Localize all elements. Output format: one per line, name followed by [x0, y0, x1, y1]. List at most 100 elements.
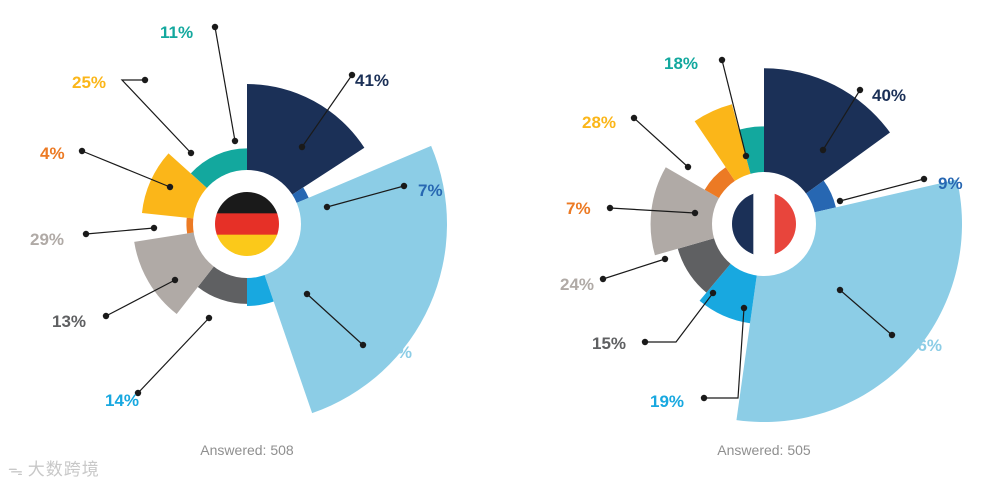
- callout-dot-outer: [400, 182, 408, 190]
- callout-dot-outer: [599, 275, 607, 283]
- callout-dot-inner: [303, 290, 311, 298]
- callout-line: [633, 117, 689, 168]
- callout-dot-outer: [888, 331, 896, 339]
- callout-dot-inner: [691, 209, 699, 217]
- segment-8: [190, 148, 247, 190]
- callout-dot-inner: [836, 286, 844, 294]
- polar-chart-france: 40% 9% 56% 19% 15% 24% 7% 28% 18% Answered: 505: [560, 54, 963, 458]
- segment-1: [804, 180, 836, 213]
- callout-dot-outer: [856, 86, 864, 94]
- callout-3: 19%: [650, 304, 748, 411]
- callout-line: [137, 317, 210, 394]
- callout-line: [602, 258, 666, 280]
- france-flag-icon: [732, 192, 796, 256]
- data-label: 18%: [664, 54, 698, 73]
- callout-line: [81, 150, 171, 188]
- callout-2: 56%: [836, 286, 942, 355]
- callout-4: 13%: [52, 276, 179, 331]
- callout-line: [822, 89, 861, 151]
- callout-dot-outer: [630, 114, 638, 122]
- callout-0: 40%: [819, 86, 906, 154]
- callout-dot-inner: [684, 163, 692, 171]
- callout-5: 29%: [30, 224, 158, 249]
- segment-7: [141, 153, 209, 219]
- callout-dot-inner: [231, 137, 239, 145]
- data-label: 56%: [908, 336, 942, 355]
- callout-line: [645, 292, 714, 343]
- callout-line: [326, 185, 405, 208]
- callout-dot-inner: [819, 146, 827, 154]
- callout-7: 28%: [582, 113, 692, 171]
- callout-line: [306, 293, 364, 346]
- callout-dot-outer: [606, 204, 614, 212]
- callout-8: 11%: [160, 23, 239, 145]
- callout-dot-inner: [205, 314, 213, 322]
- callout-dot-outer: [82, 230, 90, 238]
- data-label: 14%: [105, 391, 139, 410]
- data-label: 7%: [566, 199, 591, 218]
- data-label: 41%: [355, 71, 389, 90]
- callout-line: [105, 279, 176, 317]
- callout-dot-outer: [78, 147, 86, 155]
- segment-7: [694, 104, 752, 183]
- callout-dot-outer: [718, 56, 726, 64]
- callout-dot-outer: [700, 394, 708, 402]
- callout-line: [609, 207, 696, 214]
- callout-dot-inner: [187, 149, 195, 157]
- data-label: 4%: [40, 144, 65, 163]
- callout-dot-inner: [661, 255, 669, 263]
- watermark-text: 大数跨境: [27, 460, 100, 480]
- callout-1: 9%: [836, 174, 963, 205]
- callout-1: 7%: [323, 181, 443, 211]
- callout-line: [120, 79, 192, 154]
- callout-line: [214, 26, 236, 142]
- callout-dot-inner: [709, 289, 717, 297]
- weibo-icon: ᯓ: [8, 461, 24, 479]
- data-label: 40%: [872, 86, 906, 105]
- callout-dot-inner: [836, 197, 844, 205]
- data-label: 15%: [592, 334, 626, 353]
- callout-6: 7%: [566, 199, 699, 218]
- callout-dot-outer: [920, 175, 928, 183]
- segment-5: [134, 232, 215, 314]
- data-label: 13%: [52, 312, 86, 331]
- segment-4: [677, 237, 732, 293]
- callout-line: [721, 59, 747, 157]
- germany-flag-icon: [215, 192, 279, 256]
- data-label: 25%: [72, 73, 106, 92]
- callout-dot-outer: [641, 338, 649, 346]
- callout-2: 69%: [303, 290, 412, 362]
- data-label: 29%: [30, 230, 64, 249]
- answered-count: Answered: 508: [200, 442, 294, 458]
- segment-6: [704, 167, 737, 199]
- segment-2: [736, 179, 962, 423]
- callout-dot-outer: [359, 341, 367, 349]
- data-label: 11%: [160, 23, 193, 42]
- callout-line: [839, 178, 925, 202]
- callout-dot-outer: [102, 312, 110, 320]
- callout-dot-inner: [742, 152, 750, 160]
- data-label: 9%: [938, 174, 963, 193]
- callout-0: 41%: [298, 71, 389, 151]
- data-label: 28%: [582, 113, 616, 132]
- callout-dot-outer: [134, 389, 142, 397]
- segment-3: [247, 273, 274, 307]
- callout-dot-outer: [141, 76, 149, 84]
- segment-0: [247, 84, 365, 196]
- callout-5: 24%: [560, 255, 669, 294]
- segment-0: [764, 68, 890, 195]
- callout-line: [839, 289, 893, 336]
- segment-5: [650, 167, 721, 256]
- callout-line: [704, 307, 745, 399]
- callout-dot-inner: [150, 224, 158, 232]
- callout-dot-inner: [298, 143, 306, 151]
- polar-chart-germany: 41% 7% 69% 14% 13% 29% 4% 25% 11% Answered: 508: [30, 23, 448, 458]
- data-label: 69%: [378, 343, 412, 362]
- callout-line: [301, 74, 353, 148]
- callout-4: 15%: [592, 289, 717, 353]
- segment-2: [263, 145, 448, 414]
- callout-7: 25%: [72, 73, 195, 157]
- callout-dot-outer: [348, 71, 356, 79]
